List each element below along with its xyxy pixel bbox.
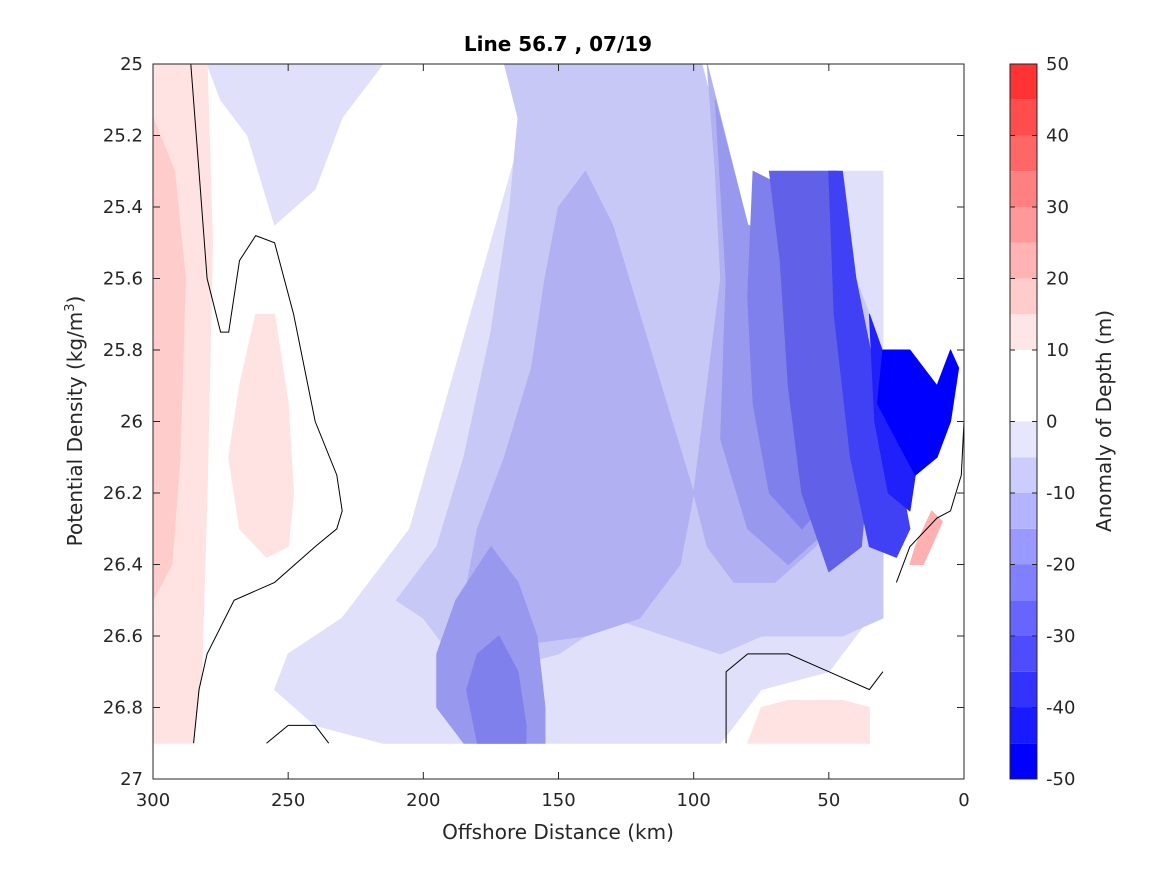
colorbar-tick-label: 50 [1046,54,1069,75]
colorbar-tick-label: -30 [1046,626,1075,647]
plot-area [153,64,964,779]
contour-region-14 [228,313,295,558]
colorbar-tick-label: 30 [1046,197,1069,218]
colorbar-tick-label: -50 [1046,769,1075,790]
y-tick-label: 25.2 [103,126,143,147]
colorbar-segment [1010,350,1037,386]
colorbar-segment [1010,171,1037,207]
y-axis-label-superscript: 3 [63,303,78,311]
colorbar-segment [1010,278,1037,315]
colorbar-segment [1010,64,1037,100]
x-tick-label: 250 [271,790,305,811]
chart-title: Line 56.7 , 07/19 [464,32,652,56]
contour-region-15 [747,699,870,744]
colorbar-tick-label: 40 [1046,126,1069,147]
y-tick-label: 26 [120,412,143,433]
colorbar-label: Anomaly of Depth (m) [1092,310,1116,532]
y-axis-label-main: Potential Density (kg/m [63,312,87,547]
x-tick-label: 50 [817,790,840,811]
colorbar-segment [1010,421,1037,458]
y-tick-label: 25.4 [103,197,143,218]
zero-contour-line-1 [266,724,330,744]
colorbar-segment [1010,385,1037,422]
colorbar-tick-label: 10 [1046,340,1069,361]
x-tick-label: 300 [136,790,170,811]
colorbar-tick-label: 20 [1046,269,1069,290]
colorbar-tick-label: 0 [1046,412,1057,433]
y-axis-label-end: ) [63,296,87,304]
zero-contour-line-2 [725,653,884,744]
colorbar-segment [1010,743,1037,779]
y-tick-label: 25.6 [103,269,143,290]
x-tick-label: 0 [958,790,969,811]
y-tick-label: 27 [120,769,143,790]
colorbar-segment [1010,564,1037,601]
y-tick-label: 26.6 [103,626,143,647]
x-tick-label: 200 [406,790,440,811]
colorbar-segment [1010,493,1037,529]
colorbar-tick-label: -20 [1046,555,1075,576]
y-axis-label: Potential Density (kg/m3) [63,296,87,547]
y-tick-label: 26.8 [103,698,143,719]
zero-contour-line-0 [190,64,343,744]
colorbar-segment [1010,671,1037,708]
colorbar-tick-label: -10 [1046,483,1075,504]
colorbar-segment [1010,707,1037,744]
contour-region-13 [153,117,186,601]
x-tick-label: 100 [676,790,710,811]
colorbar-segment [1010,99,1037,136]
colorbar-segment [1010,528,1037,565]
colorbar-segment [1010,636,1037,672]
colorbar-segment [1010,135,1037,172]
y-tick-label: 26.2 [103,483,143,504]
colorbar: 50 40 30 20 10 0 -10 -20 -30 -40 -50 [1009,54,1075,790]
colorbar-segment [1010,457,1037,493]
contour-region-16 [909,510,943,565]
x-tick-label: 150 [541,790,575,811]
y-tick-label: 25.8 [103,340,143,361]
colorbar-segment [1010,600,1037,636]
y-tick-label: 26.4 [103,555,143,576]
y-tick-label: 25 [120,54,143,75]
zero-contour-line-3 [895,421,964,583]
colorbar-tick-label: -40 [1046,698,1075,719]
x-axis-label: Offshore Distance (km) [442,820,674,844]
colorbar-segment [1010,314,1037,350]
contour-region-11 [877,349,960,476]
colorbar-segment [1010,242,1037,279]
contour-region-4 [466,635,527,744]
colorbar-segment [1010,207,1037,243]
